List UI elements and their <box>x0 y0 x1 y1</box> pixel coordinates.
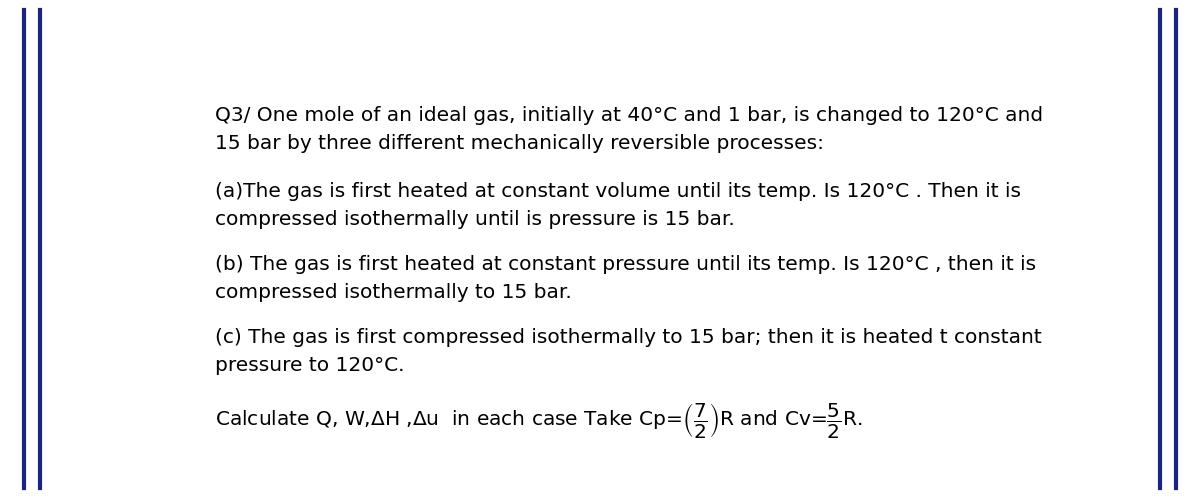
Text: (a)The gas is first heated at constant volume until its temp. Is 120°C . Then it: (a)The gas is first heated at constant v… <box>215 182 1021 230</box>
Text: Q3/ One mole of an ideal gas, initially at 40°C and 1 bar, is changed to 120°C a: Q3/ One mole of an ideal gas, initially … <box>215 106 1043 153</box>
Text: (b) The gas is first heated at constant pressure until its temp. Is 120°C , then: (b) The gas is first heated at constant … <box>215 255 1037 302</box>
Text: (c) The gas is first compressed isothermally to 15 bar; then it is heated t cons: (c) The gas is first compressed isotherm… <box>215 328 1042 375</box>
Text: Calculate Q, W,$\Delta$H ,$\Delta$u  in each case Take Cp=$\left(\dfrac{7}{2}\ri: Calculate Q, W,$\Delta$H ,$\Delta$u in e… <box>215 401 863 440</box>
